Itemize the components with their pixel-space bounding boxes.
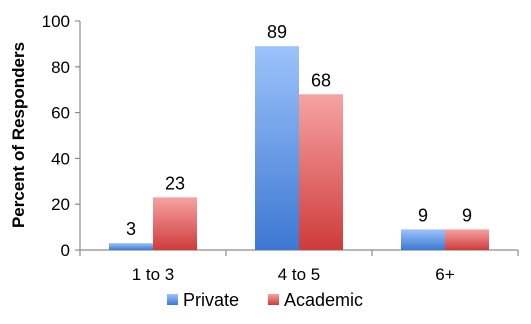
data-label: 9: [418, 205, 428, 225]
data-labels: 3 89 9 23 68 9: [126, 22, 472, 239]
data-label: 9: [462, 205, 472, 225]
legend-swatch-academic: [268, 294, 279, 305]
y-tick-label: 20: [51, 195, 70, 214]
y-tick-label: 0: [61, 241, 70, 260]
y-tick-label: 40: [51, 149, 70, 168]
bar-academic-1: [299, 94, 343, 250]
y-tick-label: 80: [51, 58, 70, 77]
bar-private-2: [401, 229, 445, 250]
data-label: 3: [126, 219, 136, 239]
bars: [109, 46, 489, 250]
x-axis: 1 to 3 4 to 5 6+: [79, 249, 519, 284]
bar-private-1: [255, 46, 299, 250]
bar-private-0: [109, 243, 153, 250]
legend-swatch-private: [167, 294, 178, 305]
y-tick-label: 60: [51, 104, 70, 123]
x-tick-label: 6+: [435, 265, 454, 284]
y-axis: 0 20 40 60 80 100: [42, 12, 81, 260]
x-tick-label: 4 to 5: [278, 265, 321, 284]
bar-academic-0: [153, 197, 197, 250]
legend-label-private: Private: [183, 290, 239, 310]
data-label: 68: [311, 70, 331, 90]
y-tick-label: 100: [42, 12, 70, 31]
data-label: 89: [267, 22, 287, 42]
data-label: 23: [165, 173, 185, 193]
legend: Private Academic: [167, 290, 363, 310]
y-axis-label: Percent of Responders: [9, 42, 28, 228]
legend-label-academic: Academic: [284, 290, 363, 310]
bar-academic-2: [445, 229, 489, 250]
x-tick-label: 1 to 3: [132, 265, 175, 284]
